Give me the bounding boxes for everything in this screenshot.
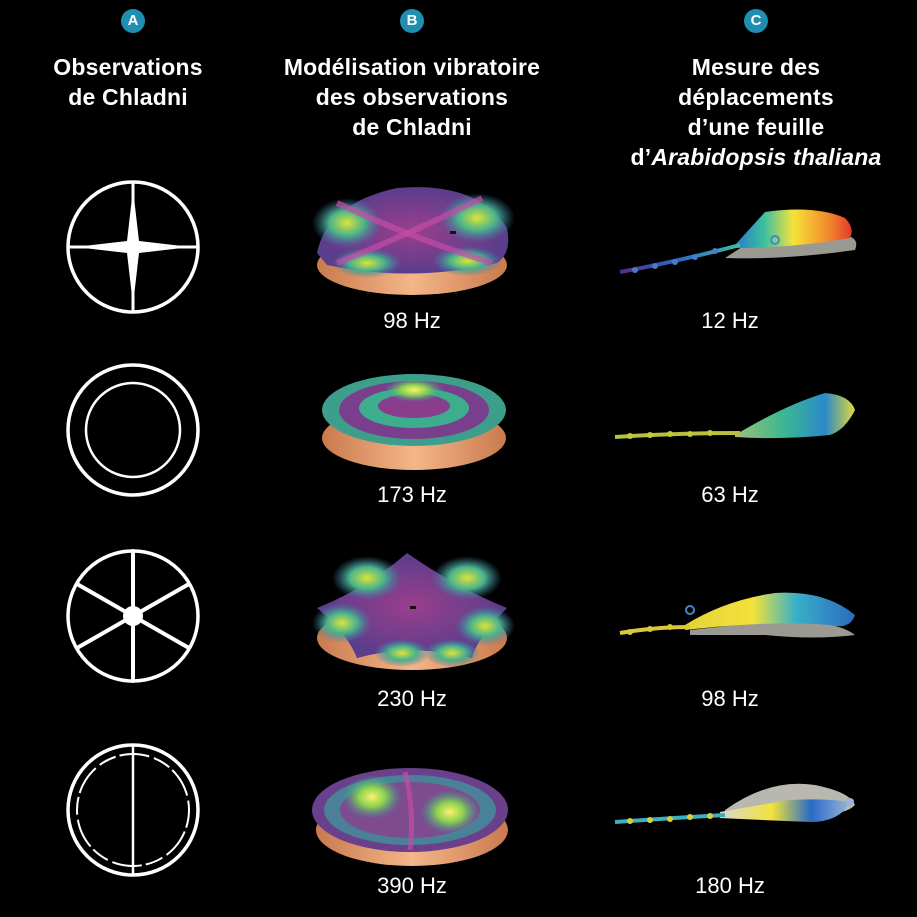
leaf-mode-12hz: [619, 209, 857, 274]
model-plate-173hz: [322, 374, 506, 470]
model-frequency-3: 230 Hz: [377, 686, 447, 711]
model-plate-98hz: [312, 187, 515, 295]
column-chladni-observations: A Observations de Chladni: [0, 0, 260, 917]
chladni-pattern-rings: [66, 363, 200, 497]
model-plate-230hz: [312, 553, 515, 670]
model-plate-390hz: [312, 768, 508, 866]
badge-c: C: [744, 9, 768, 33]
chladni-pattern-cross: [66, 180, 200, 314]
column-a-title: Observations de Chladni: [53, 54, 203, 110]
column-vibration-model: B Modélisation vibratoire des observatio…: [262, 0, 562, 917]
badge-b: B: [400, 9, 424, 33]
leaf-frequency-1: 12 Hz: [701, 308, 759, 333]
leaf-mode-98hz: [619, 592, 855, 638]
column-b-title: Modélisation vibratoire des observations…: [283, 54, 541, 140]
leaf-mode-63hz: [614, 393, 855, 439]
model-frequency-4: 390 Hz: [377, 873, 447, 898]
chladni-pattern-six-spokes: [66, 549, 200, 683]
model-frequency-2: 173 Hz: [377, 482, 447, 507]
column-c-title-main: Mesure des déplacements d’une feuille d’: [630, 54, 834, 170]
column-c-title-italic: Arabidopsis thaliana: [651, 144, 882, 170]
model-frequency-1: 98 Hz: [383, 308, 441, 333]
leaf-frequency-3: 98 Hz: [701, 686, 759, 711]
leaf-frequency-4: 180 Hz: [695, 873, 765, 898]
leaf-frequency-2: 63 Hz: [701, 482, 759, 507]
leaf-mode-180hz: [614, 783, 855, 824]
badge-a: A: [121, 9, 145, 33]
column-c-title: Mesure des déplacements d’une feuille d’…: [595, 52, 917, 172]
chladni-pattern-ring-diameter: [66, 743, 200, 877]
column-leaf-measurement: C Mesure des déplacements d’une feuille …: [595, 0, 917, 917]
